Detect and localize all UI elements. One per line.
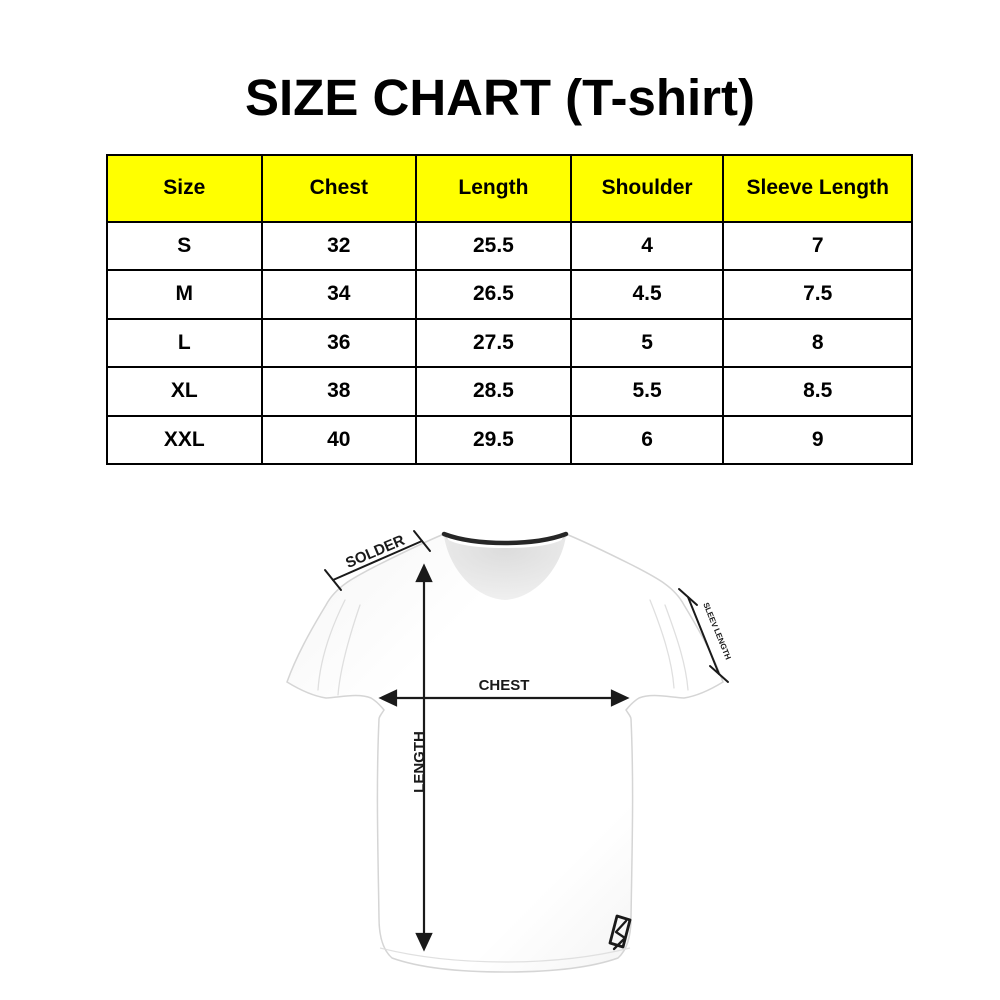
svg-text:CHEST: CHEST <box>479 677 530 694</box>
svg-text:SLEEV: SLEEV <box>701 601 719 629</box>
svg-text:LENGTH: LENGTH <box>712 627 733 661</box>
svg-text:LENGTH: LENGTH <box>411 731 428 793</box>
